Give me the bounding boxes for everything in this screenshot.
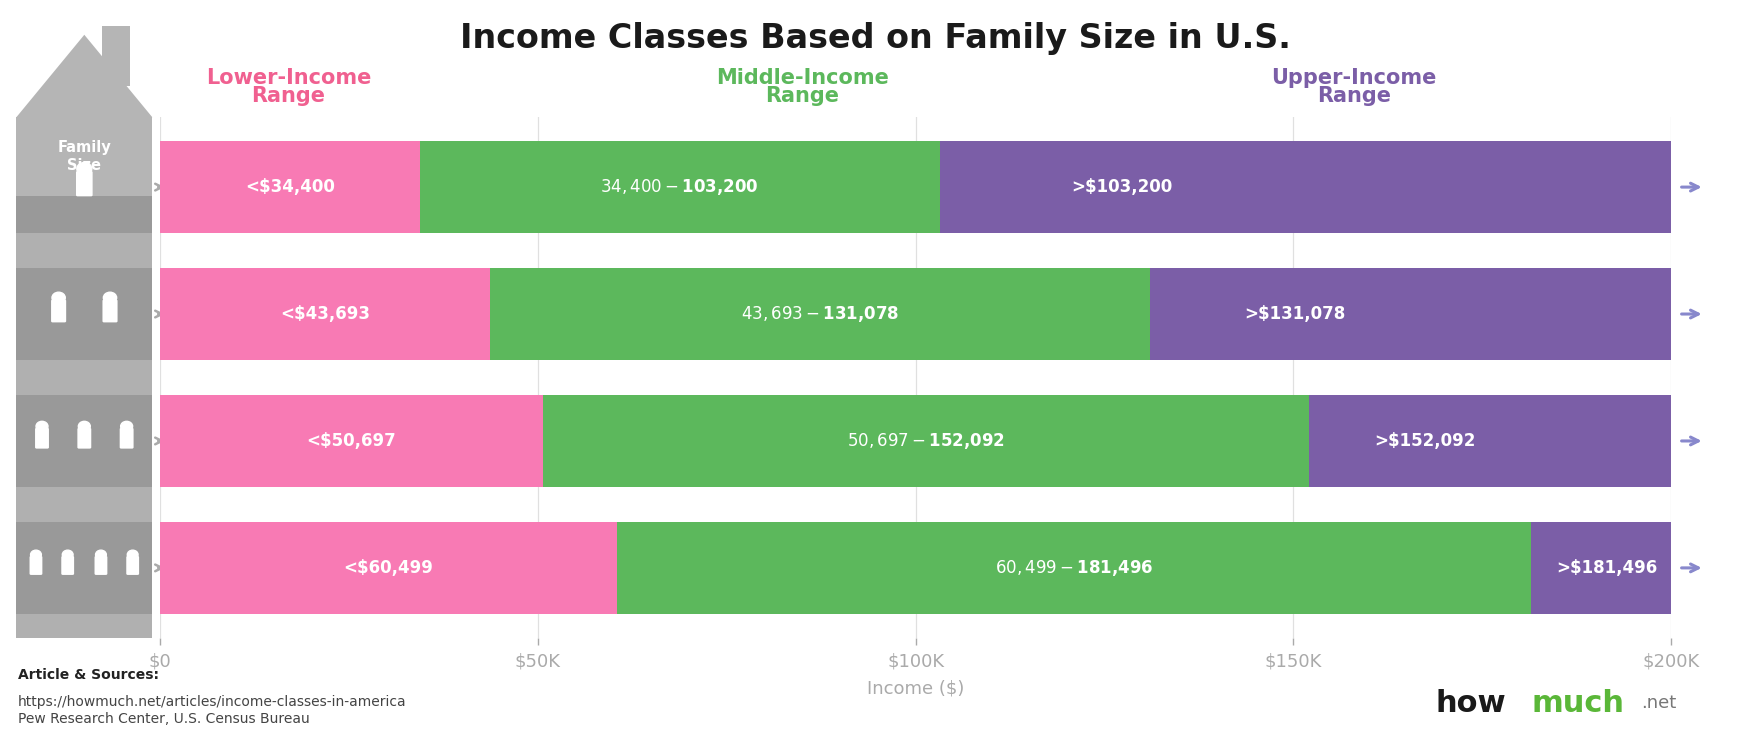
Bar [940, 141, 1671, 233]
Text: Range: Range [252, 86, 326, 106]
Text: <$34,400: <$34,400 [245, 178, 334, 196]
Bar [1150, 268, 1671, 360]
Bar [420, 141, 940, 233]
Circle shape [77, 163, 91, 175]
Text: Lower-Income: Lower-Income [206, 68, 371, 88]
Circle shape [63, 550, 74, 559]
Bar [16, 141, 152, 233]
Text: $34,400 - $103,200: $34,400 - $103,200 [600, 177, 760, 197]
Text: Article & Sources:: Article & Sources: [18, 668, 159, 682]
Text: Family
Size: Family Size [58, 141, 112, 173]
Polygon shape [16, 34, 152, 117]
Text: Upper-Income: Upper-Income [1270, 68, 1437, 88]
Text: https://howmuch.net/articles/income-classes-in-america
Pew Research Center, U.S.: https://howmuch.net/articles/income-clas… [18, 696, 406, 726]
Text: >$152,092: >$152,092 [1374, 432, 1475, 450]
Circle shape [37, 421, 47, 431]
Text: <$43,693: <$43,693 [280, 305, 369, 323]
Text: >$181,496: >$181,496 [1556, 559, 1657, 577]
FancyBboxPatch shape [119, 428, 133, 449]
FancyBboxPatch shape [103, 300, 117, 323]
Text: .net: .net [1642, 694, 1676, 712]
Circle shape [128, 550, 138, 559]
Circle shape [96, 550, 107, 559]
Circle shape [52, 292, 65, 303]
FancyBboxPatch shape [77, 428, 91, 449]
Bar [159, 522, 618, 614]
Bar [16, 268, 152, 360]
FancyBboxPatch shape [94, 556, 107, 575]
Text: >$103,200: >$103,200 [1071, 178, 1172, 196]
Bar [103, 26, 130, 86]
Bar [542, 395, 1309, 487]
Circle shape [103, 292, 117, 303]
Bar [618, 522, 1531, 614]
X-axis label: Income ($): Income ($) [866, 679, 964, 697]
Text: >$131,078: >$131,078 [1244, 305, 1346, 323]
Bar [159, 268, 490, 360]
FancyBboxPatch shape [61, 556, 74, 575]
Text: $43,693 - $131,078: $43,693 - $131,078 [740, 304, 900, 324]
FancyBboxPatch shape [75, 171, 93, 196]
Text: Income Classes Based on Family Size in U.S.: Income Classes Based on Family Size in U… [460, 22, 1290, 55]
Circle shape [30, 550, 42, 559]
Bar [16, 117, 152, 638]
FancyBboxPatch shape [30, 556, 42, 575]
Text: Range: Range [765, 86, 840, 106]
Circle shape [79, 421, 91, 431]
Bar [1309, 395, 1671, 487]
Bar [16, 395, 152, 487]
Text: Middle-Income: Middle-Income [716, 68, 889, 88]
Text: <$60,499: <$60,499 [343, 559, 434, 577]
Bar [159, 395, 542, 487]
Bar [490, 268, 1150, 360]
Text: how: how [1435, 689, 1505, 718]
Text: <$50,697: <$50,697 [306, 432, 396, 450]
Circle shape [121, 421, 133, 431]
Text: $60,499 - $181,496: $60,499 - $181,496 [996, 558, 1153, 578]
Text: $50,697 - $152,092: $50,697 - $152,092 [847, 431, 1004, 451]
FancyBboxPatch shape [126, 556, 138, 575]
Text: Range: Range [1316, 86, 1391, 106]
Text: much: much [1531, 689, 1624, 718]
Bar [1531, 522, 1671, 614]
Bar [16, 522, 152, 614]
Bar [159, 141, 420, 233]
Bar [16, 117, 152, 196]
FancyBboxPatch shape [35, 428, 49, 449]
FancyBboxPatch shape [51, 300, 66, 323]
